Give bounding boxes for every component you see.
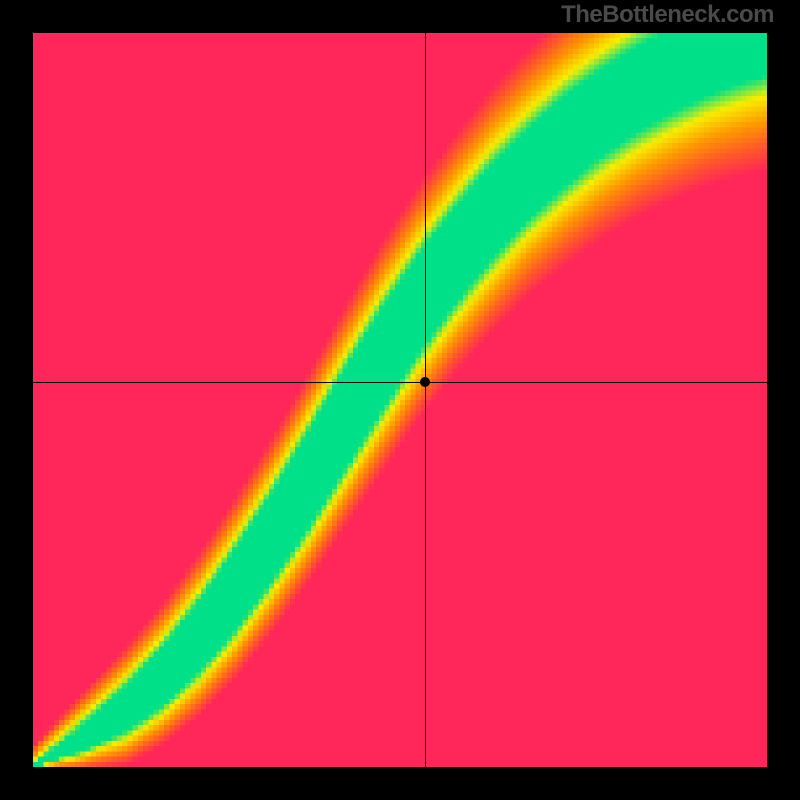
plot-area <box>33 33 767 767</box>
marker-point <box>420 377 430 387</box>
watermark-text: TheBottleneck.com <box>561 1 774 29</box>
crosshair-horizontal <box>33 382 767 383</box>
heatmap-canvas <box>33 33 767 767</box>
chart-container: TheBottleneck.com <box>0 0 800 800</box>
crosshair-vertical <box>425 33 426 767</box>
